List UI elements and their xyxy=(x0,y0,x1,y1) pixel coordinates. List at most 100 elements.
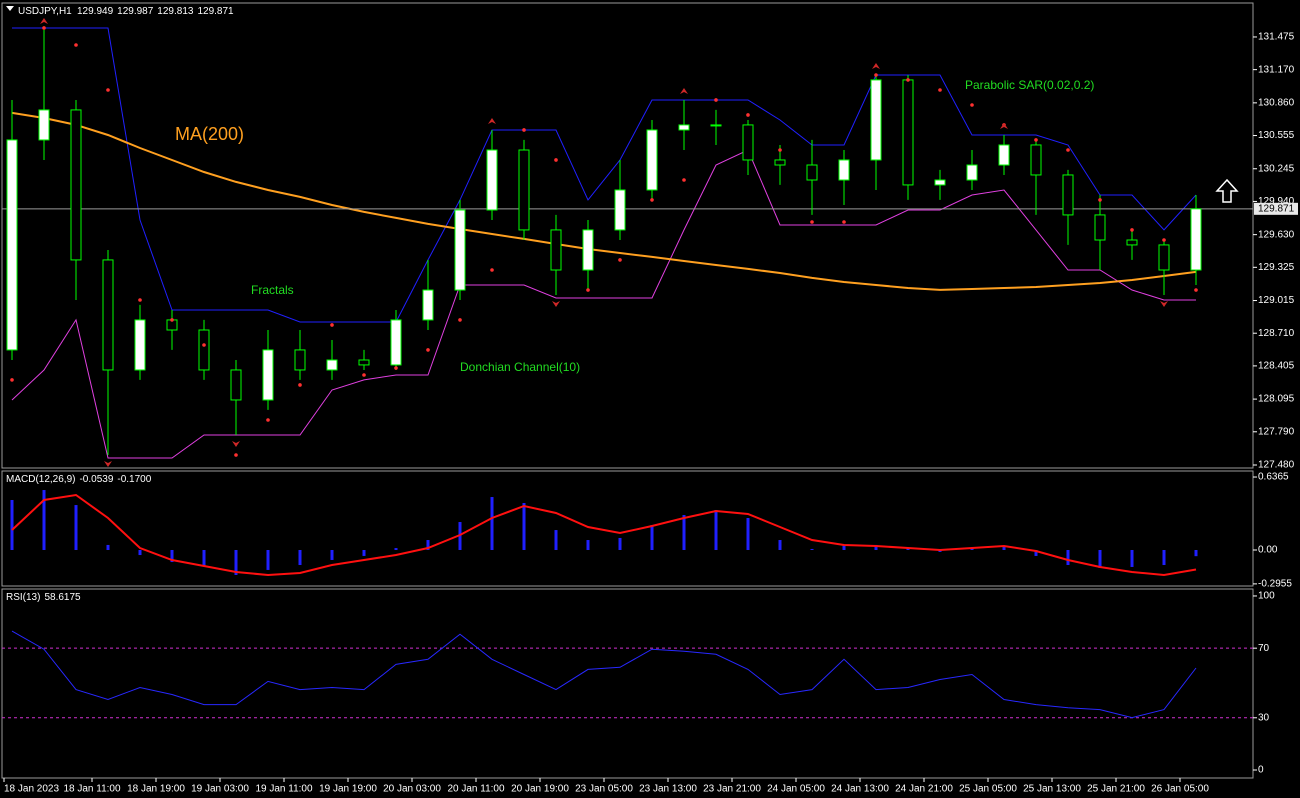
donchian-annotation: Donchian Channel(10) xyxy=(460,360,580,374)
macd-bar xyxy=(842,544,846,550)
x-tick-label: 19 Jan 11:00 xyxy=(255,784,313,795)
panel-border xyxy=(1,470,1254,587)
sar-dot xyxy=(1034,138,1038,142)
candle-body xyxy=(742,124,754,161)
fractals-annotation: Fractals xyxy=(251,283,294,297)
x-tick-label: 24 Jan 05:00 xyxy=(767,784,825,795)
sar-dot xyxy=(426,348,430,352)
y-tick-label: 129.325 xyxy=(1258,262,1295,273)
panel-title: MACD(12,26,9) xyxy=(6,474,75,485)
last-price-box xyxy=(1254,202,1298,215)
y-tick-label: 127.790 xyxy=(1258,426,1295,437)
macd-bar xyxy=(138,549,142,556)
panel-title: RSI(13) xyxy=(6,592,40,603)
x-tick-label: 19 Jan 19:00 xyxy=(319,784,377,795)
fractal-down xyxy=(1160,300,1168,307)
candle-body xyxy=(838,159,850,181)
macd-bar xyxy=(42,490,46,550)
candle-body xyxy=(486,149,498,211)
candle-body xyxy=(582,229,594,271)
header-value: -0.0539 xyxy=(79,474,113,485)
fractal-up xyxy=(488,117,496,124)
sar-dot xyxy=(1066,148,1070,152)
candle-body xyxy=(966,164,978,181)
sar-dot xyxy=(74,43,78,47)
sar-dot xyxy=(362,373,366,377)
sar-dot xyxy=(170,318,174,322)
panel-title: USDJPY,H1 xyxy=(18,6,72,17)
candle-body xyxy=(1030,144,1042,176)
header-value: 129.987 xyxy=(117,6,154,17)
macd-bar xyxy=(586,540,590,550)
y-tick-label: 128.095 xyxy=(1258,394,1295,405)
x-tick-label: 23 Jan 05:00 xyxy=(575,784,633,795)
y-tick-label: 129.015 xyxy=(1258,295,1295,306)
macd-bar xyxy=(106,544,110,550)
macd-bar xyxy=(394,548,398,550)
y-tick-label: -0.2955 xyxy=(1258,579,1292,590)
sar-dot xyxy=(938,88,942,92)
macd-bar xyxy=(554,530,558,550)
y-tick-label: 130.555 xyxy=(1258,130,1295,141)
sar-dot xyxy=(266,418,270,422)
candle-body xyxy=(262,349,274,401)
x-tick-label: 23 Jan 13:00 xyxy=(639,784,697,795)
y-tick-label: 129.630 xyxy=(1258,229,1295,240)
y-tick-label: 131.170 xyxy=(1258,64,1295,75)
macd-bar xyxy=(362,549,366,556)
x-tick-label: 23 Jan 21:00 xyxy=(703,784,761,795)
candle-body xyxy=(774,159,786,166)
macd-bar xyxy=(1066,549,1070,566)
buy-arrow-icon xyxy=(1215,178,1239,203)
candle-body xyxy=(1158,244,1170,271)
macd-bar xyxy=(682,515,686,550)
macd-bar xyxy=(522,502,526,550)
candle-body xyxy=(102,259,114,371)
candle-body xyxy=(998,144,1010,166)
ma-line xyxy=(11,111,1197,291)
sar-dot xyxy=(682,178,686,182)
fractal-down xyxy=(552,300,560,307)
sar-dot xyxy=(586,288,590,292)
x-tick-label: 25 Jan 13:00 xyxy=(1023,784,1081,795)
macd-bar xyxy=(330,549,334,560)
candle-body xyxy=(1126,239,1138,246)
sar-dot xyxy=(42,26,46,30)
x-tick-label: 20 Jan 03:00 xyxy=(383,784,441,795)
macd-bar xyxy=(1002,547,1006,550)
sar-dot xyxy=(618,258,622,262)
y-tick-label: 130.245 xyxy=(1258,163,1295,174)
sar-dot xyxy=(970,103,974,107)
x-tick-label: 18 Jan 19:00 xyxy=(127,784,185,795)
header-value: 129.813 xyxy=(157,6,194,17)
candle-body xyxy=(6,139,18,351)
sar-dot xyxy=(810,220,814,224)
y-tick-label: 129.940 xyxy=(1258,196,1295,207)
macd-bar xyxy=(970,548,974,550)
x-tick-label: 20 Jan 11:00 xyxy=(447,784,505,795)
fractal-up xyxy=(1000,123,1008,129)
rsi-line xyxy=(11,630,1197,719)
sar-dot xyxy=(138,298,142,302)
header-value: 129.871 xyxy=(197,6,234,17)
ma-annotation: MA(200) xyxy=(175,124,244,144)
macd-bar xyxy=(1194,549,1198,557)
x-tick-label: 26 Jan 05:00 xyxy=(1151,784,1209,795)
panel-header: USDJPY,H1 129.949 129.987 129.813 129.871 xyxy=(18,6,234,17)
macd-bar xyxy=(1034,549,1038,556)
sar-dot xyxy=(1098,198,1102,202)
candle-body xyxy=(678,124,690,131)
fractal-up xyxy=(680,87,688,94)
y-tick-label: 0 xyxy=(1258,765,1264,776)
sar-dot xyxy=(906,78,910,82)
macd-bar xyxy=(618,537,622,550)
fractal-up xyxy=(872,63,880,69)
sar-dot xyxy=(874,73,878,77)
candle-body xyxy=(550,229,562,271)
macd-bar xyxy=(650,525,654,550)
sar-dot xyxy=(394,366,398,370)
sar-dot xyxy=(10,378,14,382)
sar-dot xyxy=(1162,238,1166,242)
